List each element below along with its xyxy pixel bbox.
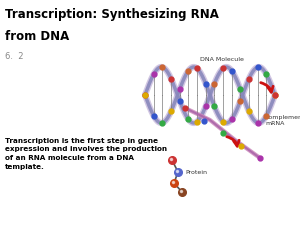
Text: from DNA: from DNA xyxy=(5,30,69,43)
Text: DNA Molecule: DNA Molecule xyxy=(200,57,244,62)
Text: Protein: Protein xyxy=(185,170,207,175)
Text: 6.  2: 6. 2 xyxy=(5,52,23,61)
Text: Complementary
mRNA: Complementary mRNA xyxy=(265,115,300,126)
Text: Transcription: Synthesizing RNA: Transcription: Synthesizing RNA xyxy=(5,8,219,21)
Text: Transcription is the first step in gene
expression and involves the production
o: Transcription is the first step in gene … xyxy=(5,138,167,169)
